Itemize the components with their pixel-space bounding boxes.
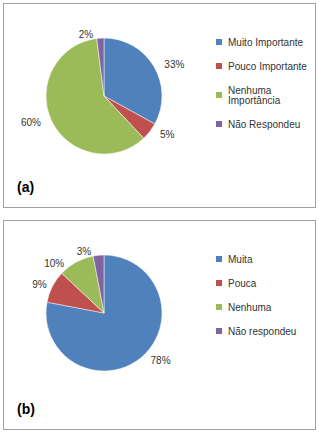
svg-text:33%: 33%	[164, 59, 184, 70]
svg-text:Não respondeu: Não respondeu	[228, 326, 296, 337]
svg-text:Pouca: Pouca	[228, 278, 257, 289]
svg-text:3%: 3%	[77, 246, 92, 257]
svg-text:Importância: Importância	[228, 95, 281, 106]
svg-text:5%: 5%	[160, 129, 175, 140]
svg-text:9%: 9%	[32, 279, 47, 290]
svg-text:Nenhuma: Nenhuma	[228, 84, 275, 96]
svg-text:(a): (a)	[17, 179, 34, 195]
svg-text:Nenhuma: Nenhuma	[228, 302, 272, 313]
svg-text:Muito Importante: Muito Importante	[228, 37, 303, 48]
svg-text:Muita: Muita	[228, 254, 253, 265]
svg-text:78%: 78%	[151, 355, 171, 366]
svg-text:Não Respondeu: Não Respondeu	[228, 119, 300, 130]
svg-text:Pouco Importante: Pouco Importante	[228, 61, 307, 72]
svg-text:(b): (b)	[17, 401, 35, 417]
svg-text:60%: 60%	[21, 117, 41, 128]
svg-text:10%: 10%	[44, 258, 64, 269]
svg-text:2%: 2%	[79, 29, 94, 40]
